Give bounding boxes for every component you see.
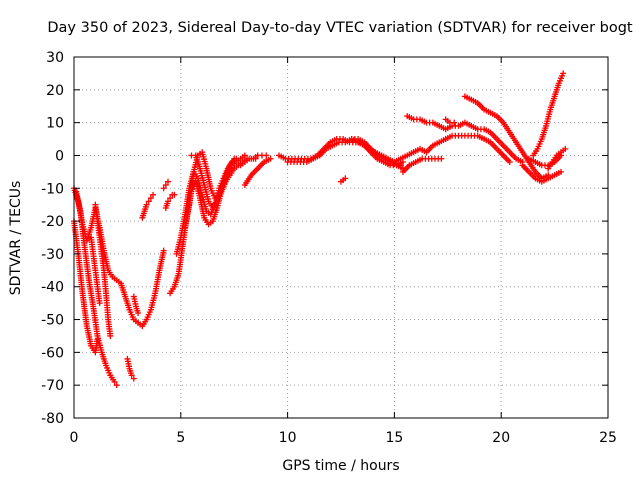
data-point <box>263 152 270 159</box>
y-tick-label: -60 <box>41 345 64 361</box>
data-point <box>162 181 169 188</box>
series-pass-D4 <box>461 93 552 182</box>
series-pass-A8 <box>139 191 157 221</box>
data-point <box>451 119 458 126</box>
series-pass-A10 <box>162 191 178 211</box>
data-point <box>558 168 565 175</box>
series-pass-A7 <box>130 293 142 316</box>
data-point <box>560 70 567 77</box>
x-tick-label: 5 <box>176 430 185 446</box>
series-pass-D2 <box>399 155 445 175</box>
y-tick-label: -40 <box>41 280 64 296</box>
series-pass-B6 <box>237 152 270 169</box>
data-point <box>150 191 157 198</box>
data-point <box>160 247 167 254</box>
plot-frame <box>73 56 609 419</box>
data-point <box>113 382 120 389</box>
series-pass-D3 <box>404 113 526 166</box>
data-point <box>107 332 114 339</box>
series-pass-B5 <box>241 155 274 188</box>
data-point <box>96 300 103 307</box>
y-tick-label: 10 <box>46 116 64 132</box>
data-point <box>506 159 513 166</box>
data-point <box>111 378 118 385</box>
data-point <box>267 155 274 162</box>
x-tick-label: 0 <box>70 430 79 446</box>
data-point <box>160 185 167 192</box>
series-pass-C3 <box>338 175 349 185</box>
data-point <box>167 195 174 202</box>
axis-ticks: 0 5 10 15 20 25 30 20 10 0 -10 -20 -30 -40 -50 -60 -70 -8… <box>41 50 617 446</box>
y-tick-label: 20 <box>46 83 64 99</box>
y-tick-label: 30 <box>46 50 64 66</box>
data-point <box>438 155 445 162</box>
series-pass-A4 <box>92 201 114 339</box>
x-tick-label: 25 <box>599 430 617 446</box>
data-point <box>135 309 142 316</box>
series-pass-B3 <box>182 149 248 231</box>
series-pass-A5 <box>88 234 103 307</box>
series-pass-C4 <box>348 136 406 169</box>
data-point <box>342 175 349 182</box>
data-point <box>128 372 135 379</box>
x-axis-label: GPS time / hours <box>282 458 399 474</box>
series-pass-E1 <box>519 162 565 185</box>
data-point <box>164 178 171 185</box>
data-point <box>171 191 178 198</box>
data-point <box>145 198 152 205</box>
y-tick-label: -80 <box>41 411 64 427</box>
y-tick-label: -50 <box>41 313 64 329</box>
series-pass-E4 <box>545 145 569 172</box>
data-point <box>562 145 569 152</box>
series-pass-E3 <box>530 70 567 159</box>
series-pass-D5 <box>442 116 458 126</box>
chart-title: Day 350 of 2023, Sidereal Day-to-day VTE… <box>47 20 633 36</box>
series-pass-A6 <box>124 355 137 382</box>
x-tick-label: 10 <box>279 430 297 446</box>
y-tick-label: -30 <box>41 247 64 263</box>
y-tick-label: -20 <box>41 214 64 230</box>
data-point <box>164 198 171 205</box>
series-pass-D1 <box>391 132 513 166</box>
x-tick-label: 15 <box>385 430 403 446</box>
y-tick-label: -10 <box>41 181 64 197</box>
data-point <box>147 195 154 202</box>
y-tick-label: -70 <box>41 378 64 394</box>
grid <box>74 57 608 418</box>
data-point <box>130 375 137 382</box>
x-tick-label: 20 <box>492 430 510 446</box>
y-tick-label: 0 <box>55 148 64 164</box>
data-points <box>71 70 569 389</box>
series-pass-A9 <box>160 178 171 192</box>
data-point <box>143 201 150 208</box>
y-axis-label: SDTVAR / TECUs <box>8 181 24 296</box>
